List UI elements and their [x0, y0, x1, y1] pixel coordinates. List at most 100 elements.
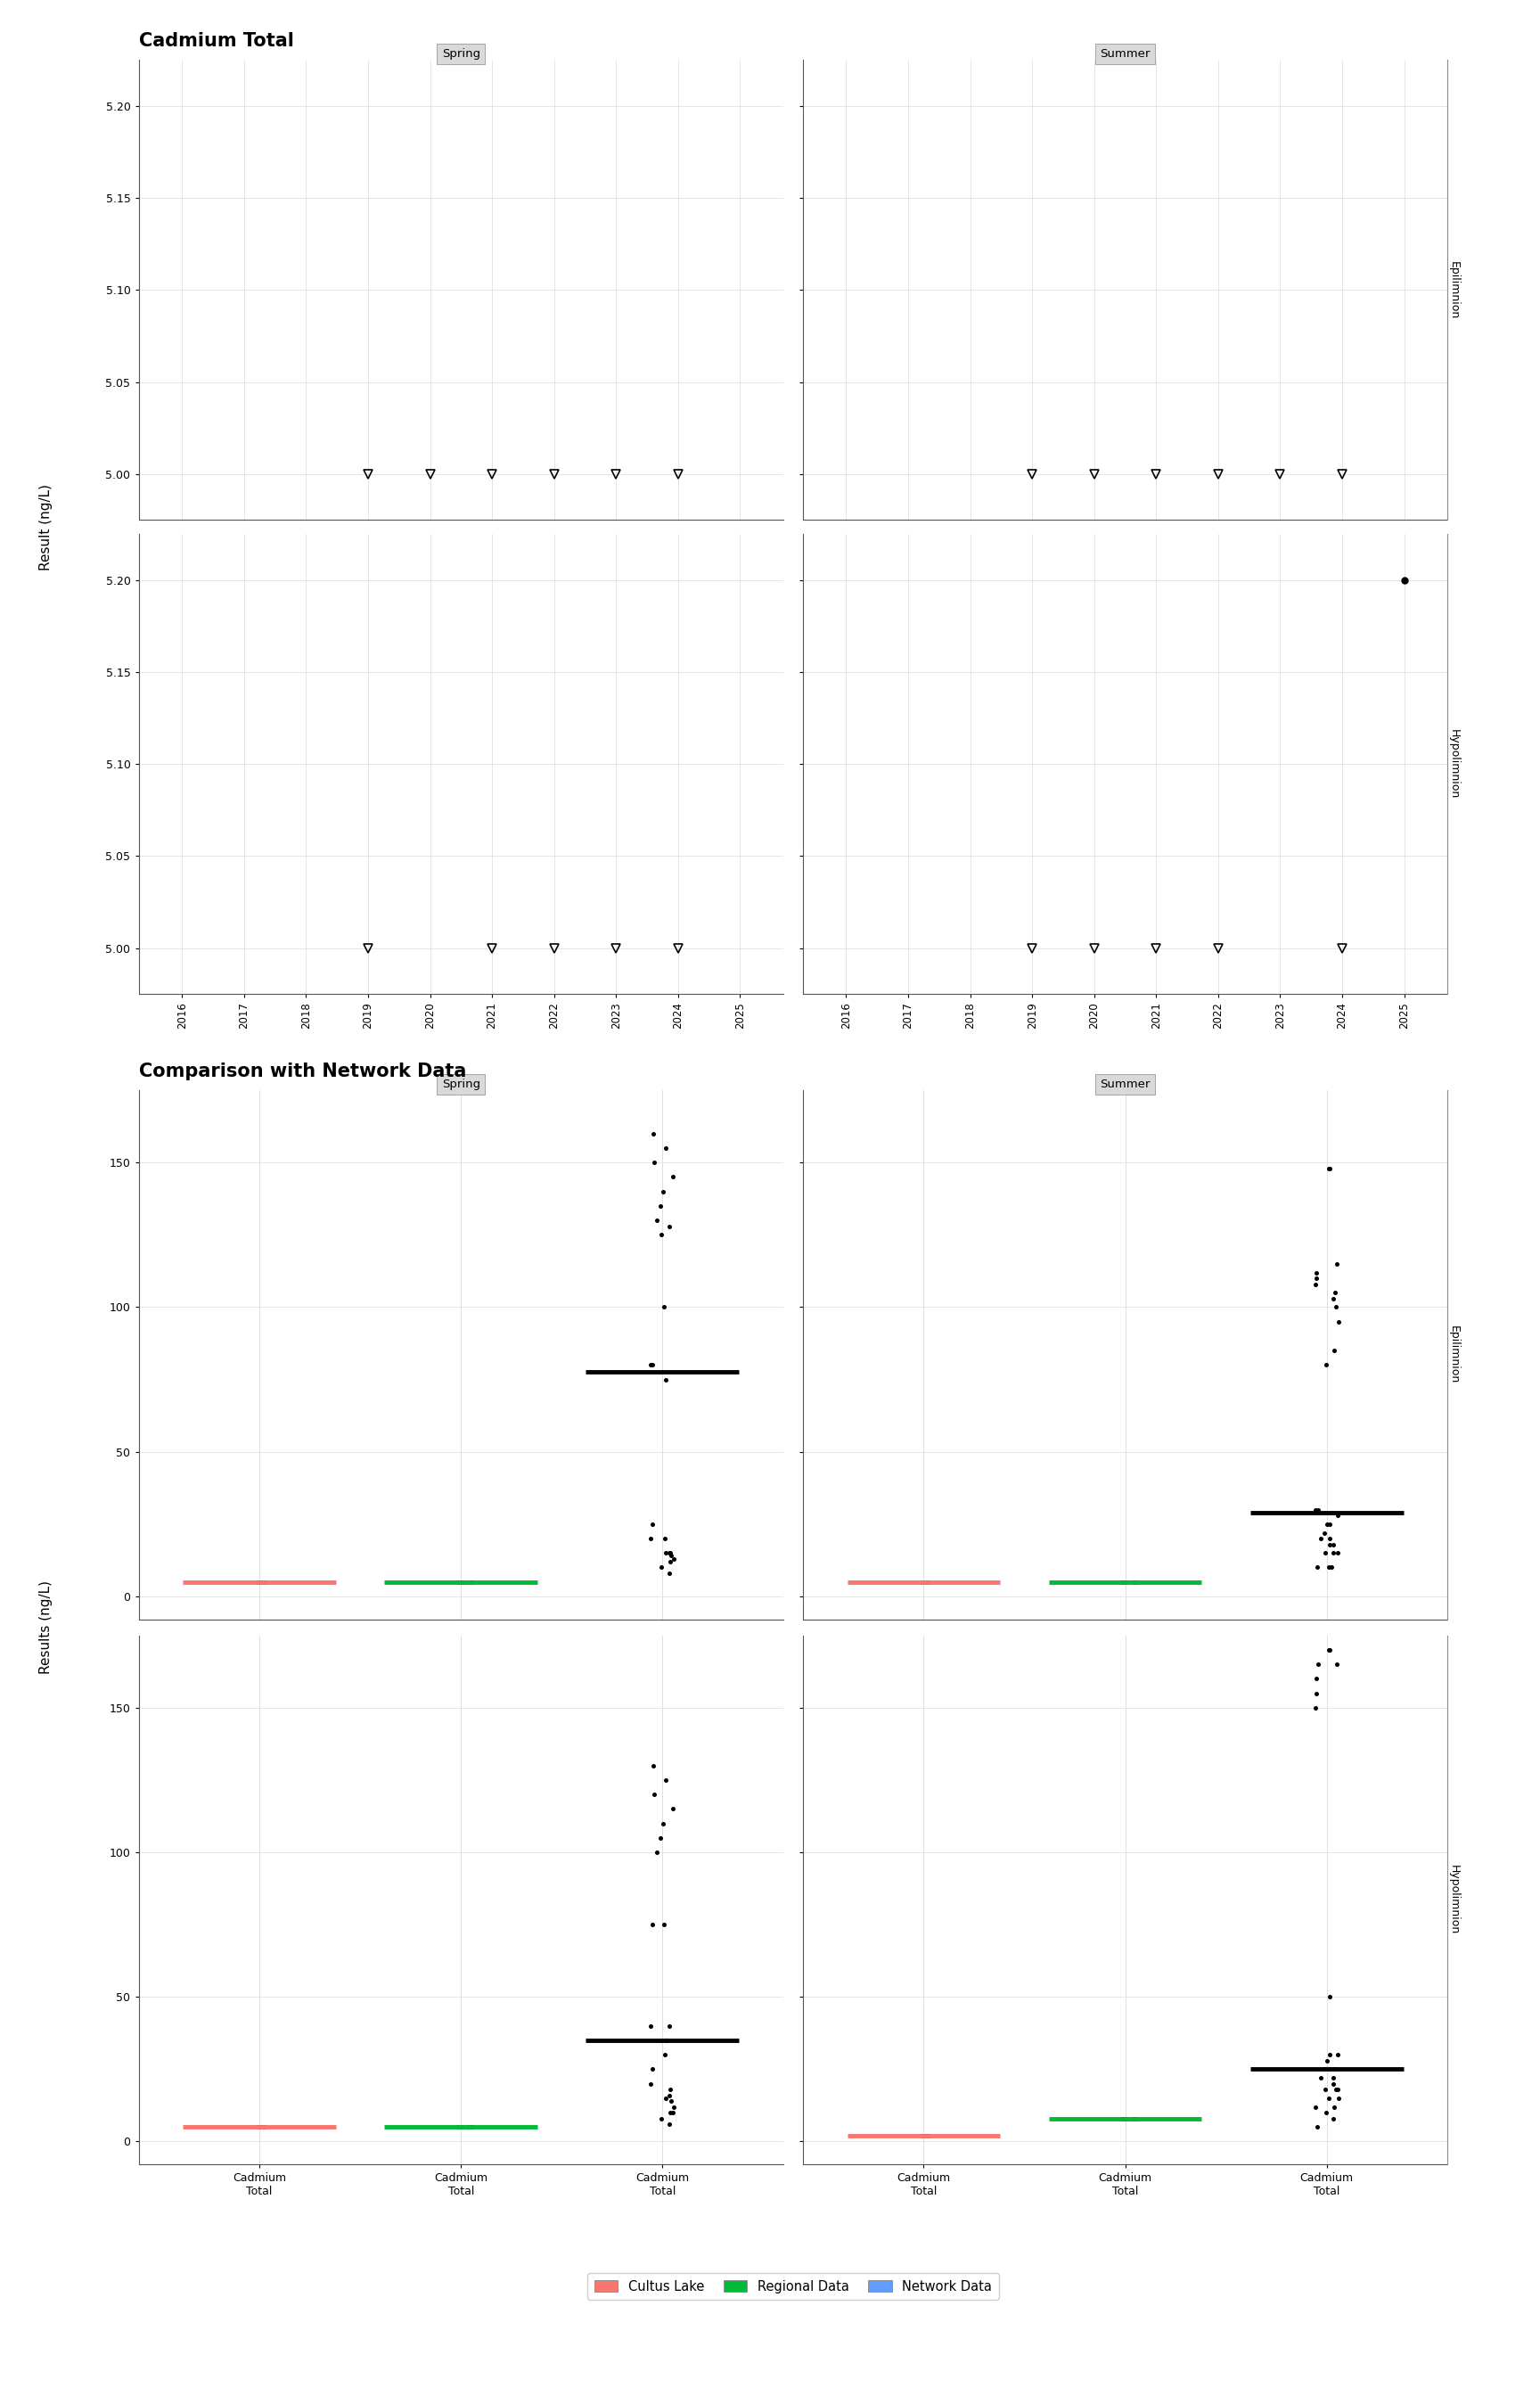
Point	[1318, 1632, 1343, 1670]
Point	[653, 1761, 678, 1799]
Point	[249, 2108, 274, 2147]
Point	[456, 1562, 480, 1601]
Point	[1324, 2070, 1349, 2108]
Point	[1324, 1533, 1349, 1572]
Text: Results (ng/L): Results (ng/L)	[40, 1581, 52, 1675]
Title: Summer: Summer	[1100, 48, 1150, 60]
Point	[915, 1562, 939, 1601]
Point	[658, 1555, 682, 1593]
Point	[1304, 1258, 1329, 1296]
Point	[1323, 1289, 1348, 1327]
Title: Spring: Spring	[442, 1078, 480, 1090]
Point	[1304, 1675, 1329, 1713]
Point	[248, 1562, 273, 1601]
Title: Spring: Spring	[442, 48, 480, 60]
Point	[1321, 2099, 1346, 2137]
Point	[650, 1215, 675, 1253]
Point	[641, 1505, 665, 1543]
Point	[648, 1819, 673, 1857]
Point	[248, 2108, 273, 2147]
Point	[658, 2070, 682, 2108]
Point	[253, 1562, 277, 1601]
Point	[1317, 1526, 1341, 1565]
Point	[246, 2108, 271, 2147]
Point	[450, 2108, 474, 2147]
Point	[639, 1905, 664, 1943]
Point	[642, 1775, 667, 1814]
Point	[1309, 2058, 1334, 2096]
Point	[1304, 2108, 1329, 2147]
Point	[653, 1533, 678, 1572]
Point	[1323, 1275, 1348, 1313]
Point	[658, 1543, 682, 1581]
Point	[913, 2116, 938, 2154]
Point	[650, 1548, 675, 1586]
Point	[1321, 1332, 1346, 1371]
Point	[1123, 1562, 1147, 1601]
Point	[1112, 2099, 1137, 2137]
Point	[1112, 1562, 1137, 1601]
Point	[1323, 2070, 1348, 2108]
Point	[659, 2082, 684, 2120]
Point	[913, 1562, 938, 1601]
Point	[447, 1562, 471, 1601]
Point	[251, 1562, 276, 1601]
Point	[1309, 1519, 1334, 1557]
Point	[245, 1562, 270, 1601]
Point	[1317, 1505, 1341, 1543]
Point	[658, 1533, 682, 1572]
Point	[651, 1804, 676, 1843]
Point	[645, 1200, 670, 1239]
Point	[1317, 2051, 1341, 2089]
Point	[912, 1562, 936, 1601]
Point	[1312, 1514, 1337, 1553]
Point	[1317, 1548, 1341, 1586]
Point	[913, 1562, 938, 1601]
Legend: Cultus Lake, Regional Data, Network Data: Cultus Lake, Regional Data, Network Data	[588, 2274, 998, 2300]
Point	[916, 2116, 941, 2154]
Point	[1317, 1977, 1341, 2015]
Point	[639, 1347, 664, 1385]
Point	[1323, 2051, 1348, 2089]
Point	[460, 1562, 485, 1601]
Point	[653, 1519, 678, 1557]
Y-axis label: Epilimnion: Epilimnion	[1448, 1325, 1460, 1385]
Point	[641, 1747, 665, 1785]
Point	[253, 2108, 277, 2147]
Point	[248, 2108, 273, 2147]
Point	[1324, 1495, 1349, 1533]
Point	[1317, 2080, 1341, 2118]
Point	[245, 2108, 270, 2147]
Point	[1306, 1646, 1331, 1684]
Point	[1303, 1689, 1327, 1728]
Point	[1303, 1490, 1327, 1529]
Point	[658, 2005, 682, 2044]
Point	[653, 1129, 678, 1167]
Point	[1318, 1150, 1343, 1188]
Point	[653, 2080, 678, 2118]
Point	[645, 1833, 670, 1871]
Point	[648, 1186, 673, 1224]
Y-axis label: Epilimnion: Epilimnion	[1448, 261, 1460, 319]
Point	[1321, 2087, 1346, 2125]
Point	[1318, 1548, 1343, 1586]
Point	[661, 2094, 685, 2132]
Point	[456, 2108, 480, 2147]
Point	[641, 2051, 665, 2089]
Point	[450, 1562, 474, 1601]
Point	[641, 1114, 665, 1152]
Point	[650, 2099, 675, 2137]
Point	[659, 1536, 684, 1574]
Point	[1120, 2099, 1144, 2137]
Point	[653, 2037, 678, 2075]
Point	[1321, 2065, 1346, 2104]
Point	[639, 2005, 664, 2044]
Point	[651, 1905, 676, 1943]
Y-axis label: Hypolimnion: Hypolimnion	[1448, 728, 1460, 798]
Point	[1120, 1562, 1144, 1601]
Point	[1321, 1526, 1346, 1565]
Point	[1326, 1303, 1351, 1342]
Point	[639, 2065, 664, 2104]
Point	[1317, 1150, 1341, 1188]
Point	[1321, 1533, 1346, 1572]
